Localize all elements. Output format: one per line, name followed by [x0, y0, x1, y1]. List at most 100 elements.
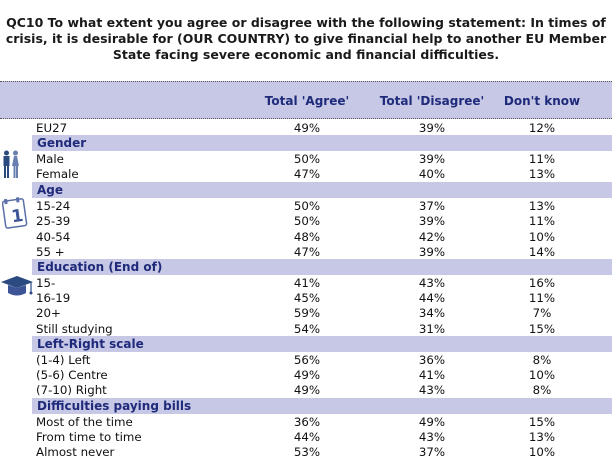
section-title: Difficulties paying bills: [37, 399, 192, 413]
svg-text:1: 1: [10, 206, 25, 227]
section-title: Gender: [37, 136, 87, 150]
disagree-value: 37%: [418, 445, 446, 459]
agree-value: 50%: [293, 214, 321, 228]
disagree-value: 31%: [418, 322, 446, 336]
disagree-value: 40%: [418, 167, 446, 181]
agree-value: 49%: [293, 383, 321, 397]
dontknow-value: 13%: [528, 167, 556, 181]
section-title: Education (End of): [37, 260, 163, 274]
dontknow-value: 11%: [528, 291, 556, 305]
agree-value: 47%: [293, 245, 321, 259]
disagree-value: 41%: [418, 368, 446, 382]
disagree-value: 39%: [418, 214, 446, 228]
question-title: QC10 To what extent you agree or disagre…: [0, 15, 612, 63]
table-row: (7-10) Right 49% 43% 8%: [0, 382, 612, 398]
section-title: Age: [37, 183, 64, 197]
section-header-gender: Gender: [32, 135, 612, 151]
dontknow-value: 10%: [528, 445, 556, 459]
dontknow-value: 13%: [528, 430, 556, 444]
agree-value: 53%: [293, 445, 321, 459]
row-label: Still studying: [36, 322, 113, 336]
gender-icon: [3, 150, 19, 178]
row-label: (1-4) Left: [36, 353, 91, 367]
column-header-dontknow: Don't know: [503, 94, 581, 108]
dontknow-value: 16%: [528, 276, 556, 290]
section-header-education: Education (End of): [32, 259, 612, 275]
dontknow-value: 13%: [528, 199, 556, 213]
row-label: 20+: [36, 306, 61, 320]
agree-value: 44%: [293, 430, 321, 444]
agree-value: 47%: [293, 167, 321, 181]
table-row: 15-24 50% 37% 13%: [0, 198, 612, 214]
dontknow-value: 10%: [528, 230, 556, 244]
agree-value: 41%: [293, 276, 321, 290]
table-row: 15- 41% 43% 16%: [0, 275, 612, 291]
dontknow-value: 8%: [532, 353, 552, 367]
dontknow-value: 15%: [528, 415, 556, 429]
row-label: From time to time: [36, 430, 142, 444]
agree-value: 50%: [293, 152, 321, 166]
title-line-3: State facing severe economic and financi…: [112, 47, 500, 62]
row-label: 55 +: [36, 245, 65, 259]
column-header-agree: Total 'Agree': [264, 94, 350, 108]
row-label: 40-54: [36, 230, 71, 244]
table-row: 40-54 48% 42% 10%: [0, 229, 612, 245]
section-header-age: Age: [32, 182, 612, 198]
table-row: Still studying 54% 31% 15%: [0, 321, 612, 337]
disagree-value: 39%: [418, 121, 446, 135]
disagree-value: 39%: [418, 245, 446, 259]
row-label: 15-24: [36, 199, 71, 213]
row-label: 16-19: [36, 291, 71, 305]
agree-value: 48%: [293, 230, 321, 244]
disagree-value: 36%: [418, 353, 446, 367]
calendar-icon: 1: [2, 197, 28, 229]
disagree-value: 42%: [418, 230, 446, 244]
table-row: Most of the time 36% 49% 15%: [0, 414, 612, 430]
agree-value: 36%: [293, 415, 321, 429]
disagree-value: 39%: [418, 152, 446, 166]
dontknow-value: 11%: [528, 214, 556, 228]
column-header-bar: Total 'Agree' Total 'Disagree' Don't kno…: [0, 81, 612, 119]
table-row: 55 + 47% 39% 14%: [0, 244, 612, 260]
row-label: Most of the time: [36, 415, 133, 429]
row-label: (7-10) Right: [36, 383, 107, 397]
section-header-left-right-scale: Left-Right scale: [32, 336, 612, 352]
agree-value: 45%: [293, 291, 321, 305]
table-row: Male 50% 39% 11%: [0, 151, 612, 167]
disagree-value: 49%: [418, 415, 446, 429]
disagree-value: 43%: [418, 383, 446, 397]
row-label: Almost never: [36, 445, 115, 459]
agree-value: 56%: [293, 353, 321, 367]
agree-value: 54%: [293, 322, 321, 336]
agree-value: 59%: [293, 306, 321, 320]
table-row: (5-6) Centre 49% 41% 10%: [0, 367, 612, 383]
table-row: From time to time 44% 43% 13%: [0, 429, 612, 445]
disagree-value: 34%: [418, 306, 446, 320]
disagree-value: 43%: [418, 430, 446, 444]
agree-value: 49%: [293, 368, 321, 382]
dontknow-value: 14%: [528, 245, 556, 259]
section-header-difficulties-paying-bills: Difficulties paying bills: [32, 398, 612, 414]
row-label: Male: [36, 152, 64, 166]
disagree-value: 44%: [418, 291, 446, 305]
row-label: 25-39: [36, 214, 71, 228]
table-row: Female 47% 40% 13%: [0, 166, 612, 182]
agree-value: 50%: [293, 199, 321, 213]
title-line-2: crisis, it is desirable for (OUR COUNTRY…: [5, 31, 607, 46]
column-header-disagree: Total 'Disagree': [379, 94, 485, 108]
table-row: 20+ 59% 34% 7%: [0, 305, 612, 321]
table-row: (1-4) Left 56% 36% 8%: [0, 352, 612, 368]
row-label: 15-: [36, 276, 56, 290]
dontknow-value: 7%: [532, 306, 552, 320]
dontknow-value: 10%: [528, 368, 556, 382]
table-row: EU27 49% 39% 12%: [0, 120, 612, 136]
table-row: 16-19 45% 44% 11%: [0, 290, 612, 306]
title-line-1: QC10 To what extent you agree or disagre…: [6, 15, 606, 30]
table-row: 25-39 50% 39% 11%: [0, 213, 612, 229]
row-label: EU27: [36, 121, 68, 135]
graduation-cap-icon: [1, 276, 33, 296]
dontknow-value: 12%: [528, 121, 556, 135]
dontknow-value: 8%: [532, 383, 552, 397]
section-title: Left-Right scale: [37, 337, 144, 351]
dontknow-value: 11%: [528, 152, 556, 166]
